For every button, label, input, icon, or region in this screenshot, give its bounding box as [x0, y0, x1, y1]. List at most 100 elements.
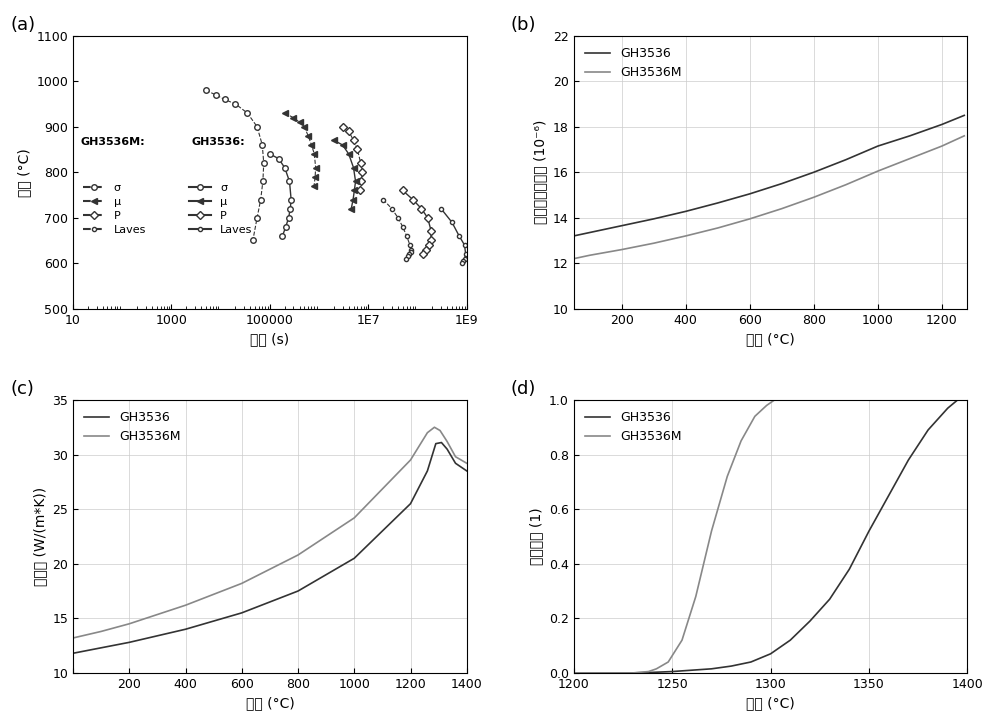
- GH3536: [784, 636, 796, 645]
- X-axis label: 温度 (°C): 温度 (°C): [746, 696, 795, 710]
- Y-axis label: 温度 (°C): 温度 (°C): [17, 148, 31, 196]
- GH3536M: [348, 513, 360, 522]
- GH3536M: [650, 664, 662, 673]
- GH3536M: [680, 232, 692, 241]
- GH3536: [616, 221, 628, 230]
- GH3536M: [428, 423, 440, 432]
- Line: GH3536M: GH3536M: [574, 400, 775, 673]
- GH3536: [441, 445, 453, 454]
- GH3536M: [872, 166, 884, 175]
- Legend: GH3536, GH3536M: GH3536, GH3536M: [79, 406, 186, 449]
- Line: GH3536M: GH3536M: [574, 136, 964, 259]
- GH3536: [745, 658, 757, 667]
- GH3536M: [936, 142, 948, 150]
- Legend: σ, μ, P, Laves: σ, μ, P, Laves: [189, 183, 252, 235]
- GH3536: [405, 499, 417, 508]
- GH3536M: [769, 395, 781, 404]
- X-axis label: 时间 (s): 时间 (s): [250, 332, 289, 346]
- GH3536M: [662, 658, 674, 667]
- Text: (d): (d): [511, 380, 536, 398]
- Line: GH3536: GH3536: [574, 400, 958, 673]
- Text: (b): (b): [511, 16, 536, 34]
- GH3536M: [292, 550, 304, 559]
- Y-axis label: 质量分数 (1): 质量分数 (1): [529, 507, 543, 566]
- GH3536: [648, 214, 660, 223]
- GH3536: [942, 403, 954, 412]
- GH3536M: [735, 436, 747, 445]
- GH3536: [236, 608, 248, 617]
- GH3536: [348, 554, 360, 563]
- GH3536: [952, 395, 964, 404]
- GH3536: [646, 668, 658, 677]
- GH3536M: [616, 245, 628, 254]
- GH3536M: [461, 459, 473, 467]
- GH3536M: [95, 627, 107, 636]
- GH3536: [840, 156, 852, 164]
- GH3536M: [180, 601, 192, 609]
- GH3536M: [568, 254, 580, 263]
- Y-axis label: 平均热膨胀系数 (10⁻⁶): 平均热膨胀系数 (10⁻⁶): [533, 120, 547, 225]
- GH3536M: [690, 592, 702, 601]
- GH3536M: [749, 412, 761, 421]
- GH3536M: [627, 669, 639, 678]
- GH3536: [922, 425, 934, 434]
- GH3536: [123, 638, 135, 647]
- Text: GH3536:: GH3536:: [191, 137, 245, 147]
- GH3536: [430, 439, 442, 448]
- GH3536: [686, 666, 698, 675]
- GH3536: [435, 438, 447, 447]
- GH3536M: [761, 401, 773, 410]
- GH3536: [958, 111, 970, 120]
- GH3536: [180, 625, 192, 634]
- GH3536M: [840, 180, 852, 189]
- GH3536: [872, 142, 884, 150]
- GH3536: [883, 491, 895, 500]
- Line: GH3536M: GH3536M: [73, 427, 467, 638]
- GH3536: [568, 669, 580, 678]
- GH3536M: [958, 132, 970, 140]
- Line: GH3536: GH3536: [574, 116, 964, 236]
- GH3536: [706, 664, 718, 673]
- GH3536M: [706, 526, 718, 535]
- GH3536M: [450, 452, 462, 461]
- GH3536: [450, 459, 462, 467]
- GH3536M: [744, 214, 756, 223]
- GH3536: [744, 190, 756, 198]
- GH3536: [712, 198, 724, 207]
- GH3536: [843, 565, 855, 574]
- Text: (a): (a): [10, 16, 35, 34]
- GH3536M: [236, 579, 248, 587]
- Line: GH3536: GH3536: [73, 443, 467, 654]
- GH3536M: [405, 456, 417, 465]
- Y-axis label: 热导率 (W/(m*K)): 热导率 (W/(m*K)): [33, 487, 47, 586]
- GH3536: [725, 662, 737, 670]
- GH3536: [863, 526, 875, 535]
- GH3536: [67, 649, 79, 658]
- GH3536M: [721, 472, 733, 481]
- GH3536: [584, 228, 596, 237]
- GH3536: [95, 643, 107, 652]
- GH3536M: [434, 426, 446, 435]
- GH3536M: [421, 428, 433, 437]
- GH3536: [666, 667, 678, 676]
- Legend: GH3536, GH3536M: GH3536, GH3536M: [580, 406, 686, 449]
- GH3536: [936, 120, 948, 129]
- GH3536M: [643, 667, 655, 676]
- GH3536M: [676, 636, 688, 645]
- X-axis label: 温度 (°C): 温度 (°C): [246, 696, 294, 710]
- GH3536: [461, 467, 473, 475]
- GH3536: [804, 616, 816, 625]
- GH3536: [680, 207, 692, 216]
- GH3536M: [441, 437, 453, 446]
- GH3536: [421, 467, 433, 475]
- GH3536M: [67, 634, 79, 643]
- GH3536: [902, 456, 914, 465]
- GH3536M: [648, 239, 660, 248]
- Text: GH3536M:: GH3536M:: [81, 137, 146, 147]
- GH3536: [627, 669, 639, 678]
- GH3536: [808, 168, 820, 177]
- GH3536M: [568, 669, 580, 678]
- Legend: GH3536, GH3536M: GH3536, GH3536M: [580, 42, 686, 84]
- X-axis label: 温度 (°C): 温度 (°C): [746, 332, 795, 346]
- GH3536M: [712, 224, 724, 233]
